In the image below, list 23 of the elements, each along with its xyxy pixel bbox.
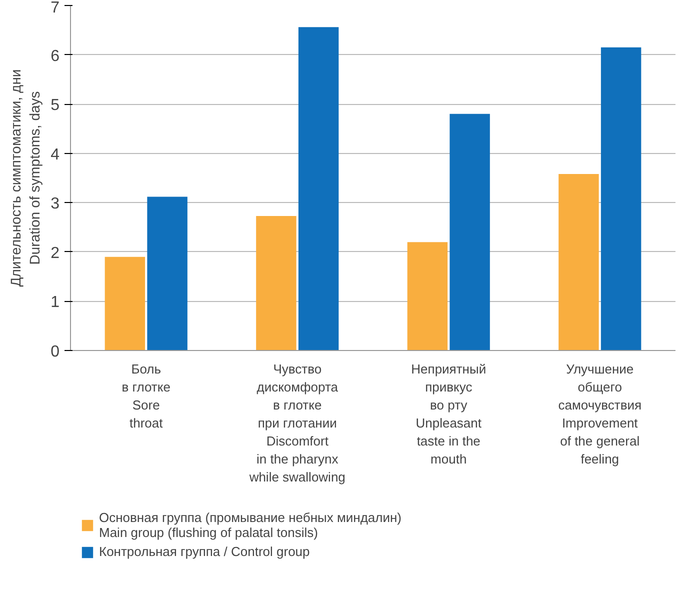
y-tick-label: 5 — [50, 97, 60, 114]
bar — [147, 196, 188, 350]
bar — [407, 242, 448, 350]
bar — [558, 174, 599, 350]
y-tick-label: 4 — [50, 146, 60, 164]
x-tick-label: Улучшение общего самочувствия Improvement of the general feeling — [558, 362, 642, 466]
y-tick-label: 2 — [50, 244, 60, 262]
y-tick-label: 0 — [50, 344, 60, 360]
x-tick-label: Неприятный привкус во рту Unpleasant taste in the mouth — [411, 362, 486, 466]
bar — [104, 256, 146, 350]
bar — [298, 27, 339, 350]
y-tick-label: 1 — [50, 294, 60, 312]
legend-label: Основная группа (промывание небных миндалин) Main group (flushing of palatal tonsils) — [99, 510, 402, 540]
y-tick-label: 3 — [50, 196, 60, 213]
bar — [450, 114, 490, 350]
bar — [600, 47, 642, 350]
x-tick-label: Чувство дискомфорта в глотке при глотании Discomfort in the pharynx while swallowing — [248, 362, 346, 484]
legend-label: Контрольная группа / Control group — [99, 544, 310, 559]
y-tick-label: 7 — [50, 0, 60, 16]
bar — [256, 216, 296, 350]
x-tick-label: Боль в глотке Sore throat — [122, 362, 170, 430]
y-tick-label: 6 — [50, 48, 60, 65]
y-axis-title: Длительность симптоматики, дни Duration of symptoms, days — [7, 69, 43, 287]
